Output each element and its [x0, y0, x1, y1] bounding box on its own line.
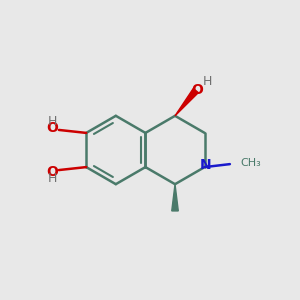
Text: N: N [200, 158, 211, 172]
Text: O: O [46, 164, 58, 178]
Text: H: H [48, 115, 57, 128]
Polygon shape [172, 184, 178, 211]
Text: H: H [202, 75, 212, 88]
Polygon shape [175, 88, 198, 116]
Text: CH₃: CH₃ [240, 158, 261, 168]
Text: O: O [192, 83, 203, 97]
Text: O: O [46, 122, 58, 136]
Text: H: H [48, 172, 57, 185]
